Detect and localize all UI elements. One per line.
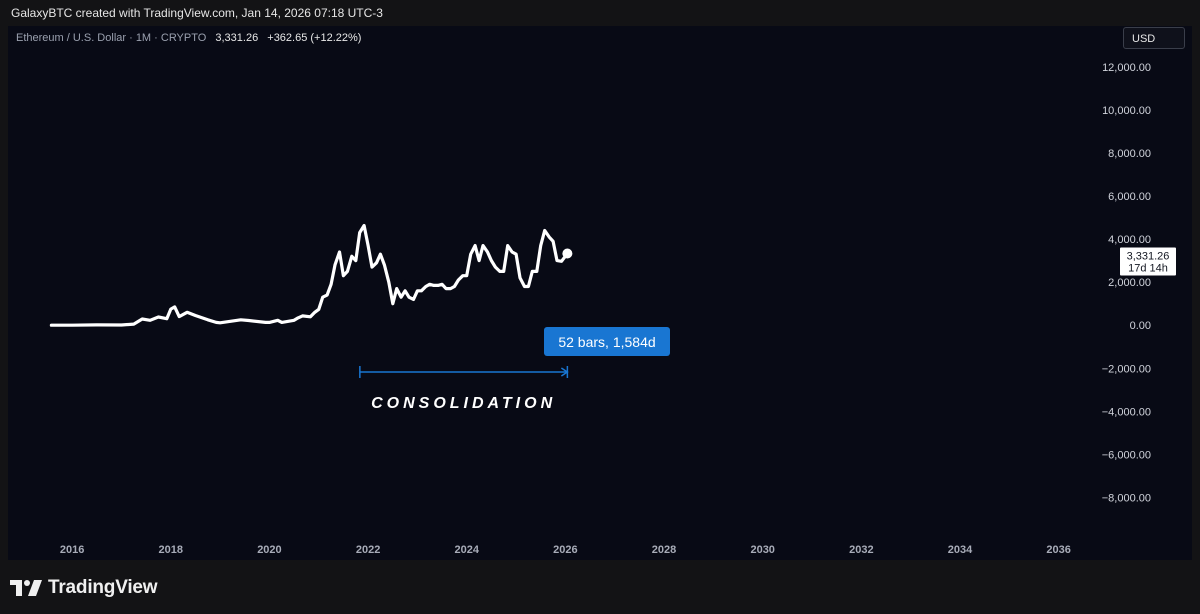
chart-panel[interactable]: Ethereum / U.S. Dollar · 1M · CRYPTO 3,3… [8,26,1192,560]
x-tick-label: 2030 [750,544,774,556]
y-tick-label: 4,000.00 [1108,234,1151,246]
symbol-description: Ethereum / U.S. Dollar · 1M · CRYPTO [16,32,207,44]
consolidation-annotation: CONSOLIDATION [371,395,556,412]
y-tick-label: 8,000.00 [1108,148,1151,160]
x-tick-label: 2022 [356,544,380,556]
y-tick-label: 2,000.00 [1108,277,1151,289]
x-tick-label: 2024 [455,544,480,556]
brand-name: TradingView [48,577,158,598]
measure-arrow [560,367,569,377]
x-tick-label: 2016 [60,544,84,556]
price-chart: 12,000.00 10,000.00 8,000.00 6,000.00 4,000.… [49,62,1176,556]
tradingview-logo-icon [10,580,42,596]
price-change: +362.65 (+12.22%) [267,32,362,44]
measure-label-box [544,327,670,356]
last-price-marker [562,248,573,259]
currency-button[interactable]: USD [1123,27,1185,49]
y-tick-label: 12,000.00 [1102,62,1151,74]
symbol-legend: Ethereum / U.S. Dollar · 1M · CRYPTO 3,3… [16,32,361,44]
x-tick-label: 2032 [849,544,873,556]
last-price: 3,331.26 [215,32,259,44]
x-tick-label: 2036 [1046,544,1070,556]
measure-label: 52 bars, 1,584d [558,334,655,350]
y-tick-label: 6,000.00 [1108,191,1151,203]
y-tick-label: −8,000.00 [1102,492,1151,504]
y-tick-label: −4,000.00 [1102,406,1151,418]
y-tick-label: 0.00 [1130,320,1151,332]
x-tick-label: 2020 [257,544,281,556]
x-tick-label: 2018 [159,544,183,556]
y-tick-label: 10,000.00 [1102,105,1151,117]
x-tick-label: 2034 [948,544,973,556]
price-tag-value: 3,331.26 [1127,250,1170,262]
price-line [49,223,569,327]
footer: TradingView [0,560,1200,614]
y-tick-label: −2,000.00 [1102,363,1151,375]
y-tick-label: −6,000.00 [1102,449,1151,461]
x-tick-label: 2028 [652,544,676,556]
x-tick-label: 2026 [553,544,577,556]
price-tag-box [1120,247,1176,276]
created-with-text: GalaxyBTC created with TradingView.com, … [11,6,383,20]
top-bar: GalaxyBTC created with TradingView.com, … [0,0,1200,26]
tradingview-logo: TradingView [10,577,158,599]
price-tag-countdown: 17d 14h [1128,262,1168,274]
